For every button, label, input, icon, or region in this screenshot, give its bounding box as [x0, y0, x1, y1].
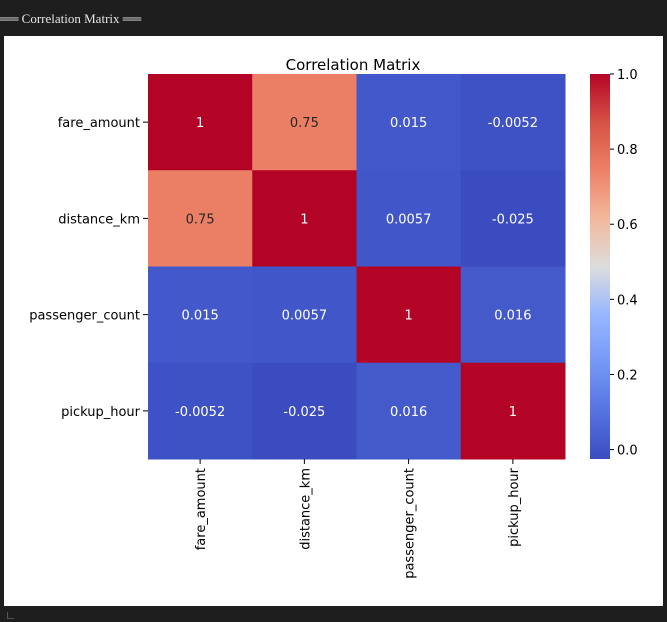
- output-header: ══ Correlation Matrix ══: [0, 0, 667, 36]
- cell-value-label: 0.015: [182, 309, 219, 324]
- heatmap-chart: Correlation Matrix 1 0.75 0.015 -0.0052 0.75…: [29, 56, 638, 579]
- cell-value-label: 1: [509, 405, 517, 420]
- cell-value-label: -0.0052: [175, 405, 225, 420]
- cell-value-label: 0.75: [186, 212, 215, 227]
- heatmap-cell: [252, 170, 357, 267]
- cell-value-label: 0.75: [290, 116, 319, 131]
- heatmap-cell: [356, 170, 462, 267]
- cell-value-label: 0.0057: [282, 309, 328, 324]
- cell-value-label: 0.0057: [386, 212, 432, 227]
- colorbar-tick-label: 0.8: [617, 143, 638, 158]
- heatmap-cell: [148, 362, 253, 460]
- x-tick-label: fare_amount: [194, 468, 209, 550]
- heatmap-cell: [460, 266, 566, 364]
- cell-value-label: 0.016: [390, 405, 427, 420]
- heatmap-cell: [356, 74, 462, 171]
- cell-value-label: -0.025: [492, 212, 534, 227]
- cell-value-label: 1: [404, 309, 412, 324]
- y-tick-label: pickup_hour: [61, 405, 141, 420]
- cell-value-label: 1: [196, 116, 204, 131]
- heatmap-cell: [252, 362, 357, 460]
- x-tick-label: pickup_hour: [507, 467, 522, 547]
- x-tick-label: distance_km: [298, 468, 313, 550]
- cell-value-label: -0.0052: [488, 116, 538, 131]
- cell-value-label: 0.016: [494, 309, 531, 324]
- cell-value-label: 1: [300, 212, 308, 227]
- heatmap-cell: [148, 266, 253, 364]
- colorbar-tick-label: 0.0: [617, 444, 638, 459]
- heatmap-cell: [148, 74, 253, 171]
- x-tick-label: passenger_count: [403, 468, 418, 579]
- y-tick-label: passenger_count: [29, 309, 140, 324]
- y-tick-label: distance_km: [58, 212, 140, 227]
- heatmap-cell: [460, 74, 566, 171]
- resize-handle[interactable]: [7, 612, 14, 619]
- heatmap-cell: [356, 362, 462, 460]
- cell-value-label: 0.015: [390, 116, 427, 131]
- y-tick-label: fare_amount: [58, 116, 140, 131]
- heatmap-cell: [460, 170, 566, 267]
- heatmap-cell: [148, 170, 253, 267]
- colorbar-tick-label: 1.0: [617, 68, 638, 83]
- output-footer: [0, 606, 667, 622]
- colorbar-tick-label: 0.2: [617, 368, 638, 383]
- output-title: ══ Correlation Matrix ══: [0, 11, 142, 26]
- heatmap-cell: [252, 74, 357, 171]
- chart-title: Correlation Matrix: [286, 56, 421, 74]
- heatmap-figure: Correlation Matrix 1 0.75 0.015 -0.0052 0.75…: [4, 36, 663, 606]
- heatmap-cell: [252, 266, 357, 364]
- heatmap-cell: [356, 266, 462, 364]
- colorbar: [590, 74, 610, 459]
- colorbar-tick-label: 0.4: [617, 293, 638, 308]
- colorbar-tick-label: 0.6: [617, 218, 638, 233]
- cell-value-label: -0.025: [283, 405, 325, 420]
- heatmap-cell: [460, 362, 566, 460]
